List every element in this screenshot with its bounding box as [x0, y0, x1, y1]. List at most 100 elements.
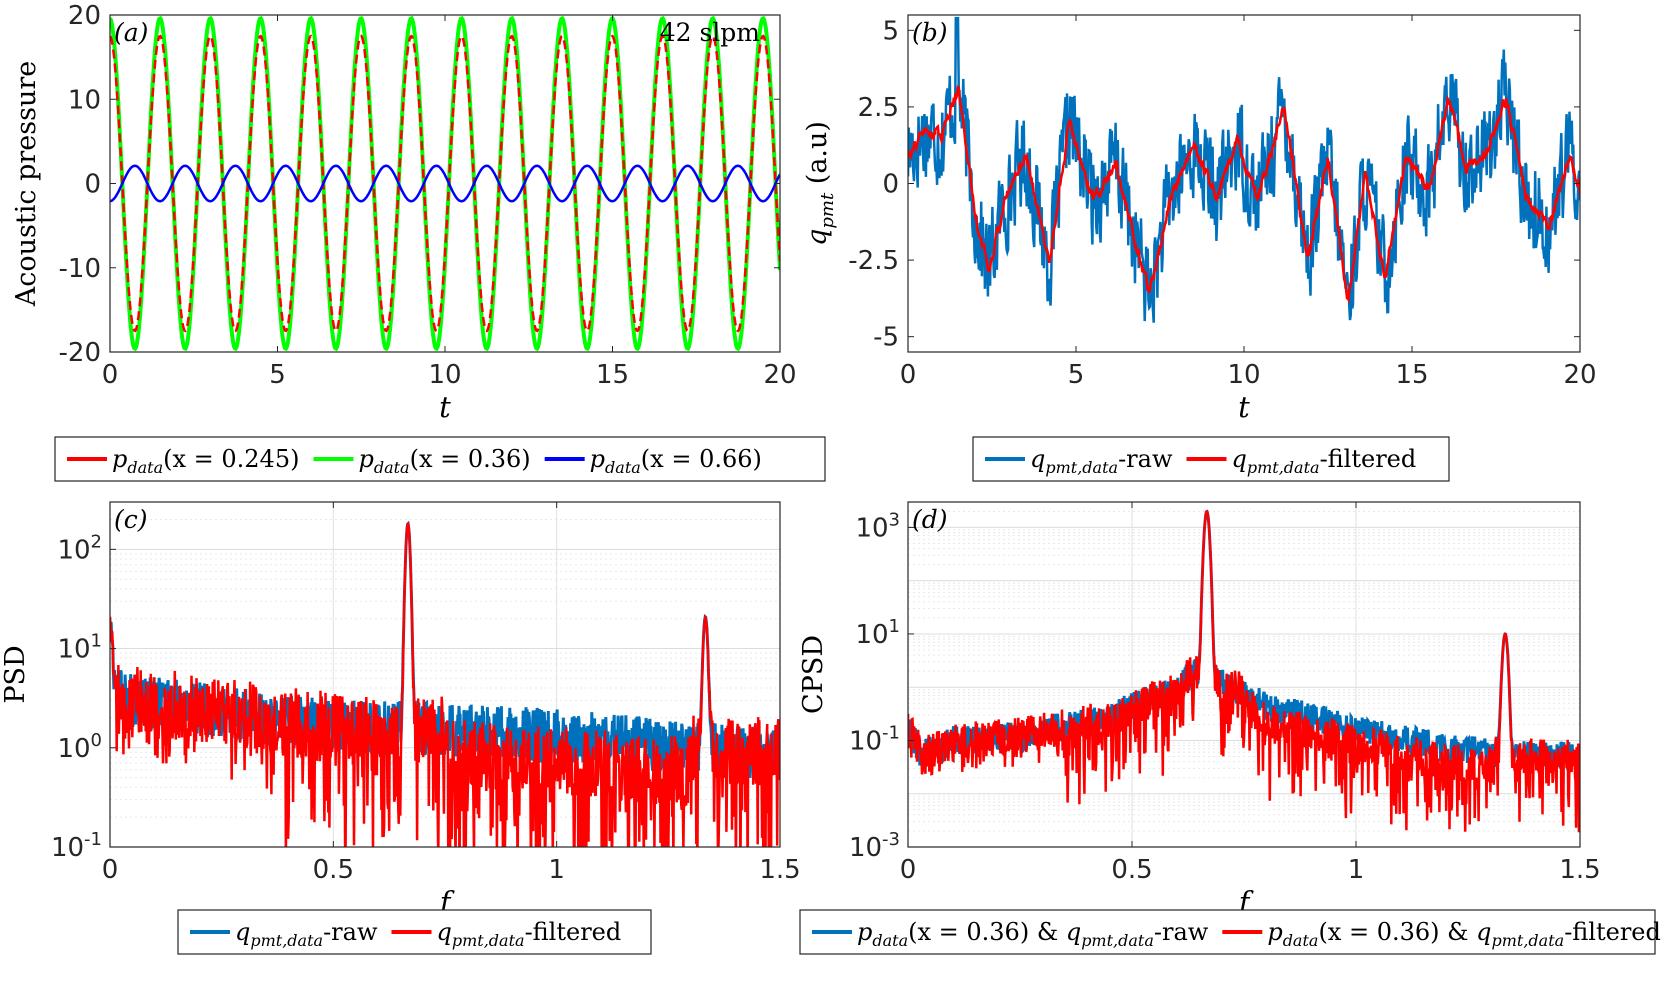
y-tick-label: 5: [882, 16, 899, 46]
legend-text: pmt,data: [1492, 931, 1565, 950]
legend-text: (x = 0.36): [410, 445, 531, 473]
legend-text: pmt,data: [250, 931, 323, 950]
y-tick-label: 10-1: [849, 722, 900, 756]
legend-text: p: [112, 445, 127, 473]
y-tick-exponent: -1: [882, 722, 900, 743]
legend-entry: qpmt,data-raw: [235, 918, 378, 950]
legend-text: -filtered: [1320, 445, 1417, 473]
panel-label: (d): [912, 505, 948, 534]
y-tick-exponent: -1: [84, 829, 102, 850]
y-tick-label: -10: [59, 254, 101, 284]
plot-area: [908, 502, 1580, 847]
legend-text: q: [1066, 918, 1081, 946]
panel-label: (b): [912, 18, 948, 47]
legend-text: pmt,data: [1247, 458, 1320, 477]
x-tick-label: 5: [1068, 360, 1085, 390]
x-tick-label: 0: [900, 855, 917, 885]
legend-text: (x = 0.36) &: [1318, 918, 1476, 946]
x-tick-label: 0: [102, 855, 119, 885]
y-tick-exponent: 3: [889, 509, 900, 530]
y-tick-label: 10-1: [51, 829, 102, 863]
x-tick-label: 1: [548, 855, 565, 885]
y-tick-exponent: 0: [91, 730, 102, 751]
y-tick-label: 0: [84, 170, 101, 200]
legend-entry: pdata(x = 0.36): [358, 445, 530, 477]
y-label-main: q: [802, 229, 833, 246]
legend-text: p: [358, 445, 373, 473]
axes-box: [109, 501, 781, 848]
legend-text: q: [235, 918, 250, 946]
y-tick-base: 10: [855, 620, 888, 650]
y-tick-label: 20: [68, 1, 101, 31]
y-tick-label: 2.5: [858, 93, 899, 123]
x-tick-label: 1: [1348, 855, 1365, 885]
panel-a: 42 slpm 0 5 10 15 20 -20 -10 0 10 20 (a) t Acoustic p…: [11, 1, 826, 482]
series-line: [110, 164, 780, 203]
y-tick-label: 100: [57, 730, 102, 764]
legend-box: [799, 909, 1656, 955]
x-tick-label: 0.5: [313, 855, 354, 885]
legend-text: q: [437, 918, 452, 946]
y-tick-label: 101: [855, 616, 900, 650]
series-line: [908, 509, 1580, 833]
legend-entry: pdata(x = 0.36) & qpmt,data-filtered: [1267, 918, 1661, 950]
y-tick-base: 10: [849, 726, 882, 756]
x-tick-label: 10: [1227, 360, 1260, 390]
y-axis-label: qpmt (a.u): [802, 121, 838, 246]
series-group: [110, 15, 780, 352]
y-tick-base: 10: [57, 635, 90, 665]
y-axis-label: PSD: [0, 645, 31, 703]
legend-text: (x = 0.245): [163, 445, 299, 473]
annotation: 42 slpm: [660, 18, 761, 47]
legend-entry: qpmt,data-filtered: [437, 918, 622, 950]
legend-text: data: [872, 931, 908, 950]
x-tick-label: 0: [900, 360, 917, 390]
panel-label: (c): [114, 505, 148, 534]
y-tick-label: 10-3: [849, 829, 900, 863]
x-tick-label: 1.5: [1559, 855, 1600, 885]
x-tick-label: 0: [102, 360, 119, 390]
x-tick-label: 5: [269, 360, 286, 390]
y-tick-base: 10: [849, 833, 882, 863]
legend-entry: pdata(x = 0.245): [112, 445, 299, 477]
y-tick-base: 10: [51, 833, 84, 863]
y-tick-base: 10: [855, 513, 888, 543]
y-tick-label: -2.5: [848, 246, 899, 276]
panel-c: 0 0.5 1 1.510210110010-1(c)fPSDqpmt,data-ra…: [0, 501, 801, 955]
legend-text: p: [590, 445, 605, 473]
y-label-sub: pmt: [817, 192, 838, 229]
legend: qpmt,data-raw q pmt,data-filtered: [972, 436, 1450, 482]
x-tick-label: 15: [1395, 360, 1428, 390]
y-tick-label: 0: [882, 170, 899, 200]
y-axis-label: CPSD: [798, 635, 829, 714]
legend-text: data: [374, 458, 410, 477]
y-tick-label: 101: [57, 631, 102, 665]
panel-label: (a): [114, 18, 148, 47]
axes-box: [907, 501, 1581, 848]
legend-text: (x = 0.66): [641, 445, 762, 473]
y-tick-exponent: -3: [882, 829, 900, 850]
x-tick-label: 0.5: [1111, 855, 1152, 885]
y-tick-label: -5: [873, 323, 899, 353]
legend: qpmt,data-raw qpmt,data-filtered: [177, 909, 652, 955]
y-tick-label: -20: [59, 338, 101, 368]
y-tick-base: 10: [57, 734, 90, 764]
x-tick-label: 1.5: [759, 855, 800, 885]
x-axis-label: t: [1238, 390, 1250, 424]
y-tick-exponent: 2: [91, 531, 102, 552]
x-tick-label: 10: [428, 360, 461, 390]
legend: pdata(x = 0.36) & qpmt,data-raw pdata(x =…: [799, 909, 1661, 955]
legend-text: pmt,data: [452, 931, 525, 950]
legend-entry: qpmt,data-raw: [1030, 445, 1173, 477]
legend-text: -raw: [1154, 918, 1209, 946]
legend-text: pmt,data: [1081, 931, 1154, 950]
legend-text: -raw: [323, 918, 378, 946]
legend-text: -filtered: [1564, 918, 1661, 946]
legend-text: p: [857, 918, 872, 946]
series-group: [110, 520, 780, 847]
legend: pdata(x = 0.245) pdata(x = 0.36) pdata(x =…: [54, 436, 826, 482]
legend-text: q: [1030, 445, 1045, 473]
legend-entry: pdata(x = 0.66): [590, 445, 762, 477]
y-tick-label: 102: [57, 531, 102, 565]
legend-text: -raw: [1118, 445, 1173, 473]
